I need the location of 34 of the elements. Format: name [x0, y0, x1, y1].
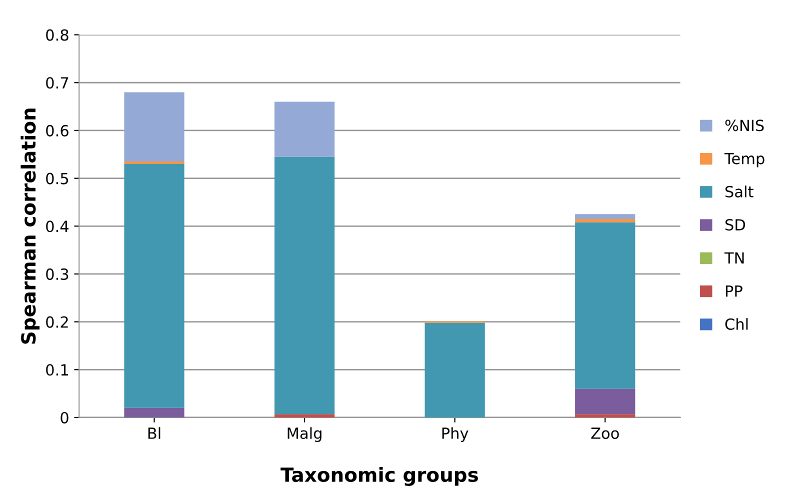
bar	[575, 388, 636, 414]
y-tick-label: 0.6	[46, 124, 68, 136]
y-tick-label: 0.4	[46, 220, 69, 232]
y-tick-label: 0.3	[46, 268, 68, 280]
x-axis-title: Taxonomic groups	[280, 466, 478, 486]
x-tick-label: Bl	[148, 427, 160, 439]
legend-label: Chl	[725, 318, 748, 330]
bar	[575, 414, 636, 418]
bar	[274, 102, 335, 157]
y-tick-label: 0.2	[46, 316, 68, 328]
bar	[575, 222, 636, 389]
x-tick-label: Phy	[442, 427, 468, 442]
legend-label: PP	[726, 285, 742, 297]
bar	[424, 322, 485, 418]
bar	[274, 414, 335, 418]
bar	[274, 156, 335, 414]
legend-label: Temp	[724, 152, 764, 168]
y-tick-label: 0.7	[46, 77, 68, 89]
bar	[124, 92, 184, 162]
y-axis-title: Spearman correlation	[20, 108, 40, 344]
bar	[575, 214, 636, 219]
bar	[124, 164, 184, 408]
y-tick-label: 0.8	[46, 29, 68, 41]
x-tick-label: Zoo	[591, 428, 619, 440]
y-tick-label: 0	[60, 412, 68, 424]
legend-label: SD	[725, 219, 746, 231]
legend-label: Salt	[725, 186, 754, 198]
y-tick-label: 0.5	[46, 172, 68, 184]
legend-label: TN	[724, 252, 744, 264]
x-tick-label: Malg	[288, 427, 322, 442]
bar	[575, 218, 636, 222]
y-tick-label: 0.1	[46, 364, 68, 376]
legend-label: %NIS	[725, 120, 764, 132]
bar	[124, 408, 184, 418]
